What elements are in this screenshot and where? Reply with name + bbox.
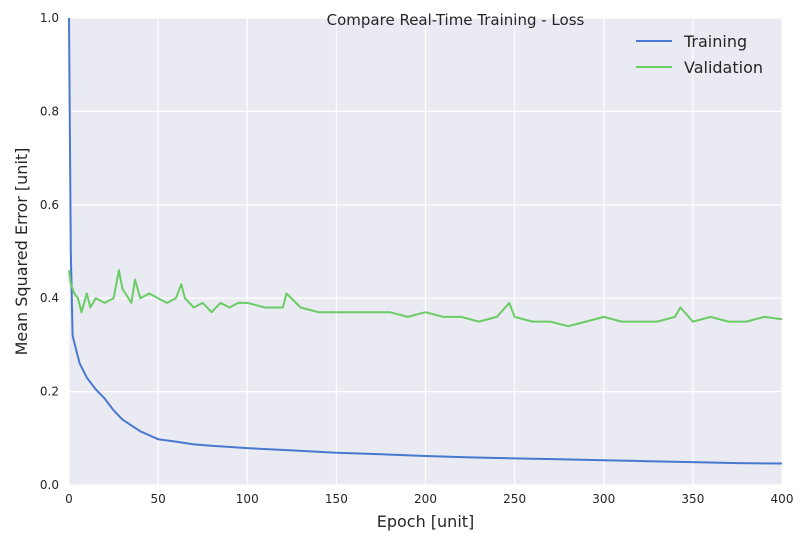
y-tick-label: 1.0 [40,11,59,25]
x-tick-label: 400 [771,492,794,506]
y-tick-label: 0.6 [40,198,59,212]
series-line-training [68,17,783,465]
chart-title: Compare Real-Time Training - Loss [327,11,585,29]
series-line-validation [68,269,783,328]
x-tick-label: 250 [503,492,526,506]
x-tick-label: 0 [65,492,73,506]
x-tick-label: 50 [150,492,165,506]
series-layer [68,17,783,465]
y-tick-label: 0.0 [40,478,59,492]
x-tick-label: 150 [325,492,348,506]
y-tick-label: 0.8 [40,104,59,118]
y-axis-title: Mean Squared Error [unit] [12,148,31,356]
x-tick-label: 300 [592,492,615,506]
x-tick-label: 200 [414,492,437,506]
x-axis-title: Epoch [unit] [377,512,475,531]
y-tick-label: 0.4 [40,291,59,305]
legend-label-training: Training [683,32,747,51]
y-tick-label: 0.2 [40,385,59,399]
legend: Training Validation [636,32,763,77]
grid [68,17,783,486]
y-tick-labels: 0.0 0.2 0.4 0.6 0.8 1.0 [40,11,59,492]
legend-label-validation: Validation [684,58,763,77]
x-tick-label: 100 [236,492,259,506]
x-tick-labels: 0 50 100 150 200 250 300 350 400 [65,492,793,506]
x-tick-label: 350 [681,492,704,506]
